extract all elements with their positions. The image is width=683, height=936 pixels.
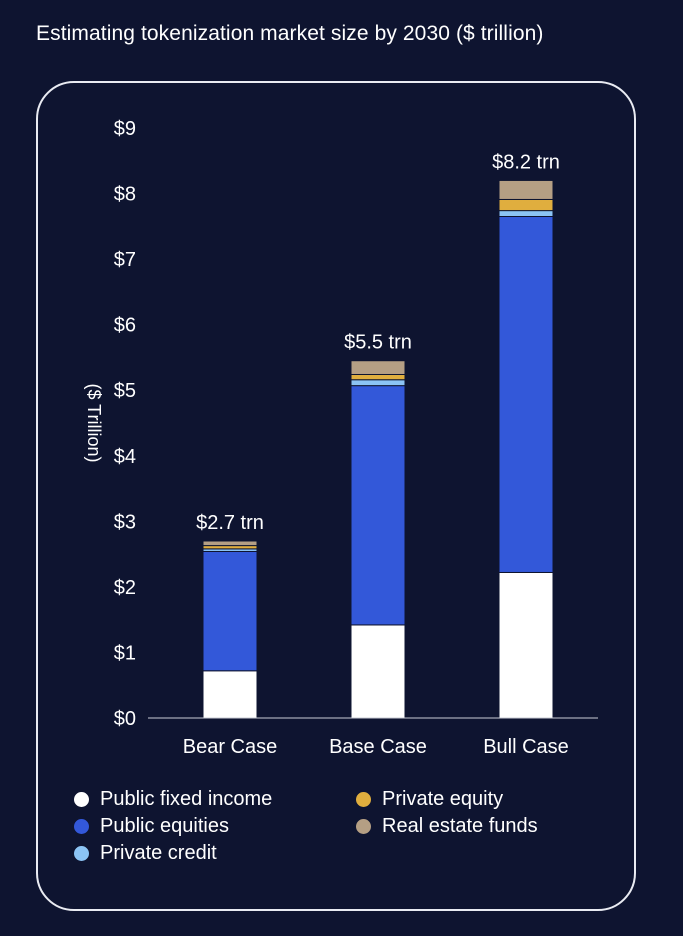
total-label: $8.2 trn [492,151,560,173]
y-tick-label: $6 [114,315,136,337]
total-label: $5.5 trn [344,332,412,354]
total-label: $2.7 trn [196,512,264,534]
bar-segment-private-credit [498,210,554,218]
x-tick-label: Base Case [329,736,427,758]
y-tick-label: $3 [114,511,136,533]
chart-card [36,81,636,911]
chart-title: Estimating tokenization market size by 2… [36,22,544,45]
bar-segment-private-credit [350,379,406,387]
x-tick-label: Bear Case [183,736,278,758]
bar-segment-real-estate-funds [498,179,554,200]
y-tick-label: $4 [114,446,136,468]
y-tick-label: $0 [114,708,136,730]
y-tick-label: $2 [114,577,136,599]
bar-segment-public-fixed-income [350,624,406,719]
y-axis: $0 $1 $2 $3 $4 $5 $6 $7 $8 $9 ($ Trillion) [84,118,136,730]
bar-segment-public-equities [498,216,554,573]
bar-segment-public-equities [350,385,406,626]
y-tick-label: $8 [114,184,136,206]
y-tick-label: $9 [114,118,136,140]
y-tick-label: $1 [114,642,136,664]
y-axis-label: ($ Trillion) [84,383,104,462]
bar-segment-private-equity [498,198,554,212]
bar-segment-public-fixed-income [498,571,554,719]
bars-group [202,179,554,719]
total-labels: $2.7 trn $5.5 trn $8.2 trn [196,151,560,534]
bar-segment-public-equities [202,550,258,672]
bar-segment-public-fixed-income [202,670,258,719]
bar-segment-real-estate-funds [202,540,258,547]
x-tick-label: Bull Case [483,736,569,758]
bar-segment-real-estate-funds [350,360,406,375]
bar-segment-private-equity [350,373,406,381]
y-tick-label: $7 [114,249,136,271]
y-tick-label: $5 [114,380,136,402]
x-axis: Bear Case Base Case Bull Case [148,717,598,758]
